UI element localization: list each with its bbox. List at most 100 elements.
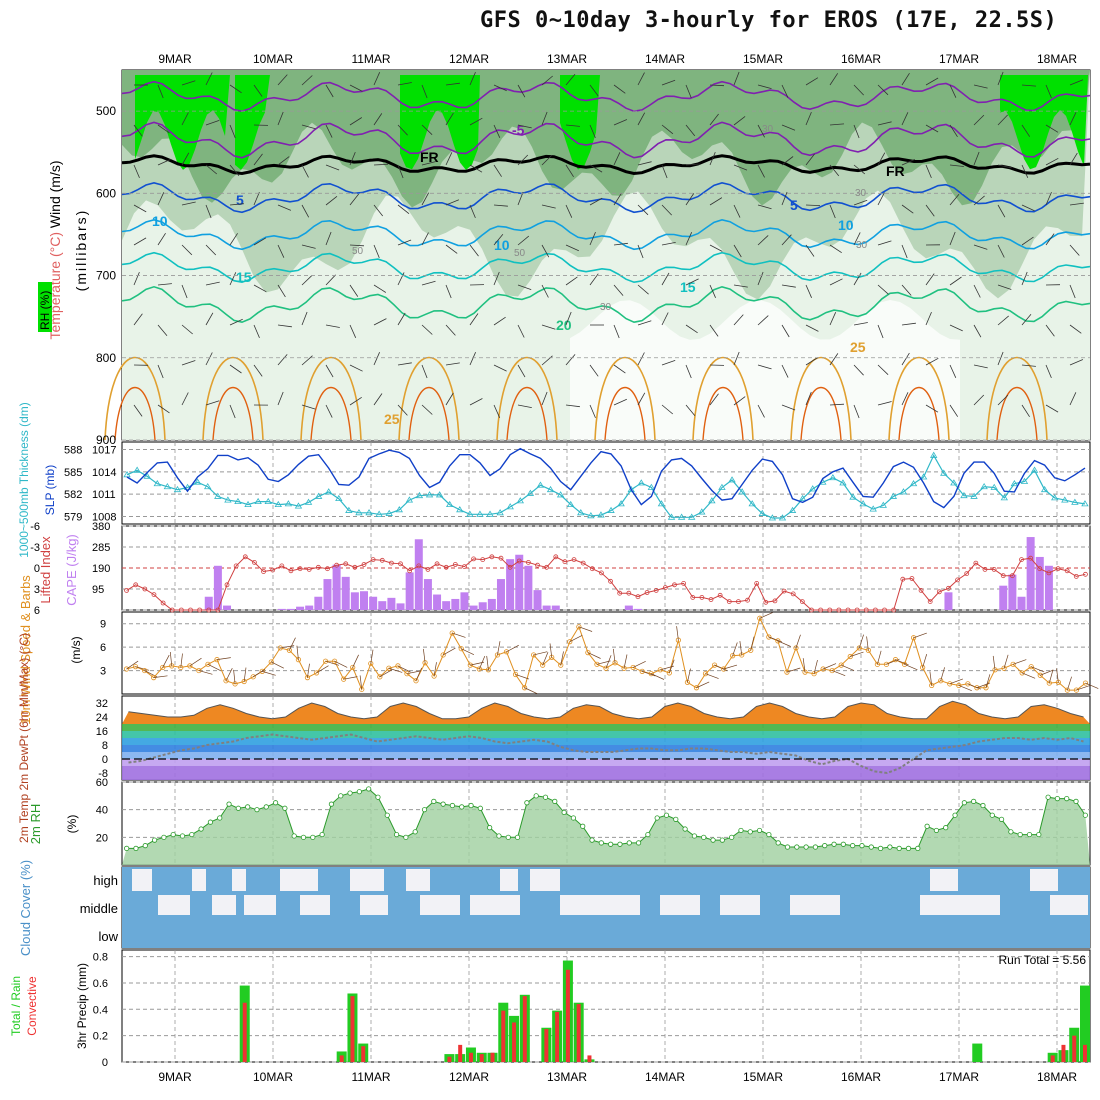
lifted-index-marker <box>535 562 540 568</box>
wind-barb <box>853 404 860 419</box>
wind-barb <box>1021 271 1028 286</box>
precip-conv-bar <box>1072 1035 1077 1062</box>
thickness-marker <box>859 500 867 507</box>
wind10-barb <box>904 664 918 671</box>
wind10-barb <box>866 636 869 651</box>
rh2m-marker <box>459 804 465 810</box>
rh2m-marker <box>775 840 781 846</box>
thickness-marker <box>1051 494 1059 501</box>
wind10-marker <box>775 638 781 644</box>
wind-barb <box>805 111 812 126</box>
isotherm-hot-loop <box>114 386 156 441</box>
wind10-marker <box>132 664 139 670</box>
wind-barb <box>325 124 333 138</box>
wind-barb <box>277 284 286 298</box>
wind-barb <box>877 324 884 339</box>
wind10-barb <box>549 643 553 658</box>
wind10-marker <box>1010 661 1016 667</box>
rh-axis-label: RH (%) <box>38 291 52 330</box>
cape-bar <box>460 592 469 610</box>
cloud-high-clear <box>406 869 430 891</box>
wind-barb <box>421 364 428 379</box>
rh2m-marker <box>924 823 930 829</box>
wind-barb <box>949 194 960 206</box>
lifted-index-marker <box>635 594 641 600</box>
cape-bar <box>496 579 505 610</box>
wind-barb <box>781 234 792 246</box>
lifted-index-marker <box>279 563 285 569</box>
cape-bar <box>515 554 524 610</box>
wind-barb <box>493 271 500 286</box>
wind10-barb <box>271 661 284 669</box>
wind-barb <box>277 391 284 406</box>
precip-conv-bar <box>479 1054 484 1062</box>
wind10-barb <box>296 645 299 660</box>
wind-barb <box>877 364 889 375</box>
wind-barb <box>397 82 412 86</box>
wind10-barb <box>262 671 276 676</box>
wind10-marker <box>540 662 546 668</box>
wind-barb <box>1045 191 1052 206</box>
wind10-marker <box>440 652 446 658</box>
wind-barb <box>1021 124 1031 137</box>
wind10-barb <box>832 670 846 677</box>
wind-barb <box>877 284 889 295</box>
wind-barb <box>1021 84 1037 87</box>
cloud-high-clear <box>192 869 206 891</box>
wind10-barb <box>949 678 964 685</box>
wind10-marker <box>693 685 700 691</box>
lifted-index-marker <box>1055 566 1061 572</box>
day-label-top: 18MAR <box>1037 52 1077 66</box>
wind10-marker <box>883 661 890 667</box>
rh2m-marker <box>756 827 763 834</box>
wind-barb <box>517 364 526 378</box>
precip-conv-group: Convective <box>25 976 39 1036</box>
wind-barb <box>421 124 433 135</box>
wind10-barb <box>967 683 981 690</box>
rh2m-marker <box>245 804 251 810</box>
wind10-barb <box>992 655 996 670</box>
lifted-index-marker <box>1019 557 1024 562</box>
rh2m-axis-label: 2m RH <box>28 804 43 844</box>
lifted-index-marker <box>489 554 495 560</box>
day-label-top: 14MAR <box>645 52 685 66</box>
cape-tick: 380 <box>92 521 110 533</box>
isotherm-warm-loop <box>202 356 264 441</box>
wind10-marker <box>467 662 473 668</box>
wind10-barb <box>1048 669 1054 684</box>
wind-barb <box>997 164 1012 169</box>
wind-barb <box>997 244 1005 258</box>
rh2m-marker <box>421 807 428 813</box>
slp-tick: 1011 <box>92 489 116 501</box>
rh2m-marker <box>729 834 735 840</box>
wind-barb <box>157 124 170 134</box>
wind-barb <box>181 324 193 335</box>
cloud-axis-group: Cloud Cover (%) <box>18 860 33 956</box>
wind10-marker <box>874 661 881 667</box>
wind-barb <box>901 244 908 259</box>
wind-barb <box>925 311 932 326</box>
day-label-top: 13MAR <box>547 52 587 66</box>
wind-barb <box>133 164 140 179</box>
cloud-mid-clear <box>212 895 236 915</box>
thickness-marker <box>748 500 756 507</box>
thickness-marker <box>899 488 908 495</box>
rh-contour-label: 30 <box>600 302 612 313</box>
lifted-index-marker <box>872 607 878 613</box>
precip-conv-bar <box>565 969 570 1062</box>
wind10-marker <box>856 645 862 651</box>
wind-barb <box>565 164 574 178</box>
rh2m-marker <box>896 845 902 852</box>
wind-barb <box>613 152 621 166</box>
precip-axis-group: 3hr Precip (mm) <box>75 963 89 1049</box>
wind-barb <box>709 284 716 298</box>
lifted-tick: -3 <box>30 542 40 554</box>
wind-barb <box>853 364 864 376</box>
day-label-bottom: 9MAR <box>158 1070 192 1084</box>
wind-barb <box>493 316 506 326</box>
cloud-level-label: high <box>93 873 118 888</box>
wind-barb <box>997 351 1004 366</box>
wind-barb <box>925 204 935 217</box>
wind10-barb <box>1067 676 1072 691</box>
wind-barb <box>781 84 789 98</box>
